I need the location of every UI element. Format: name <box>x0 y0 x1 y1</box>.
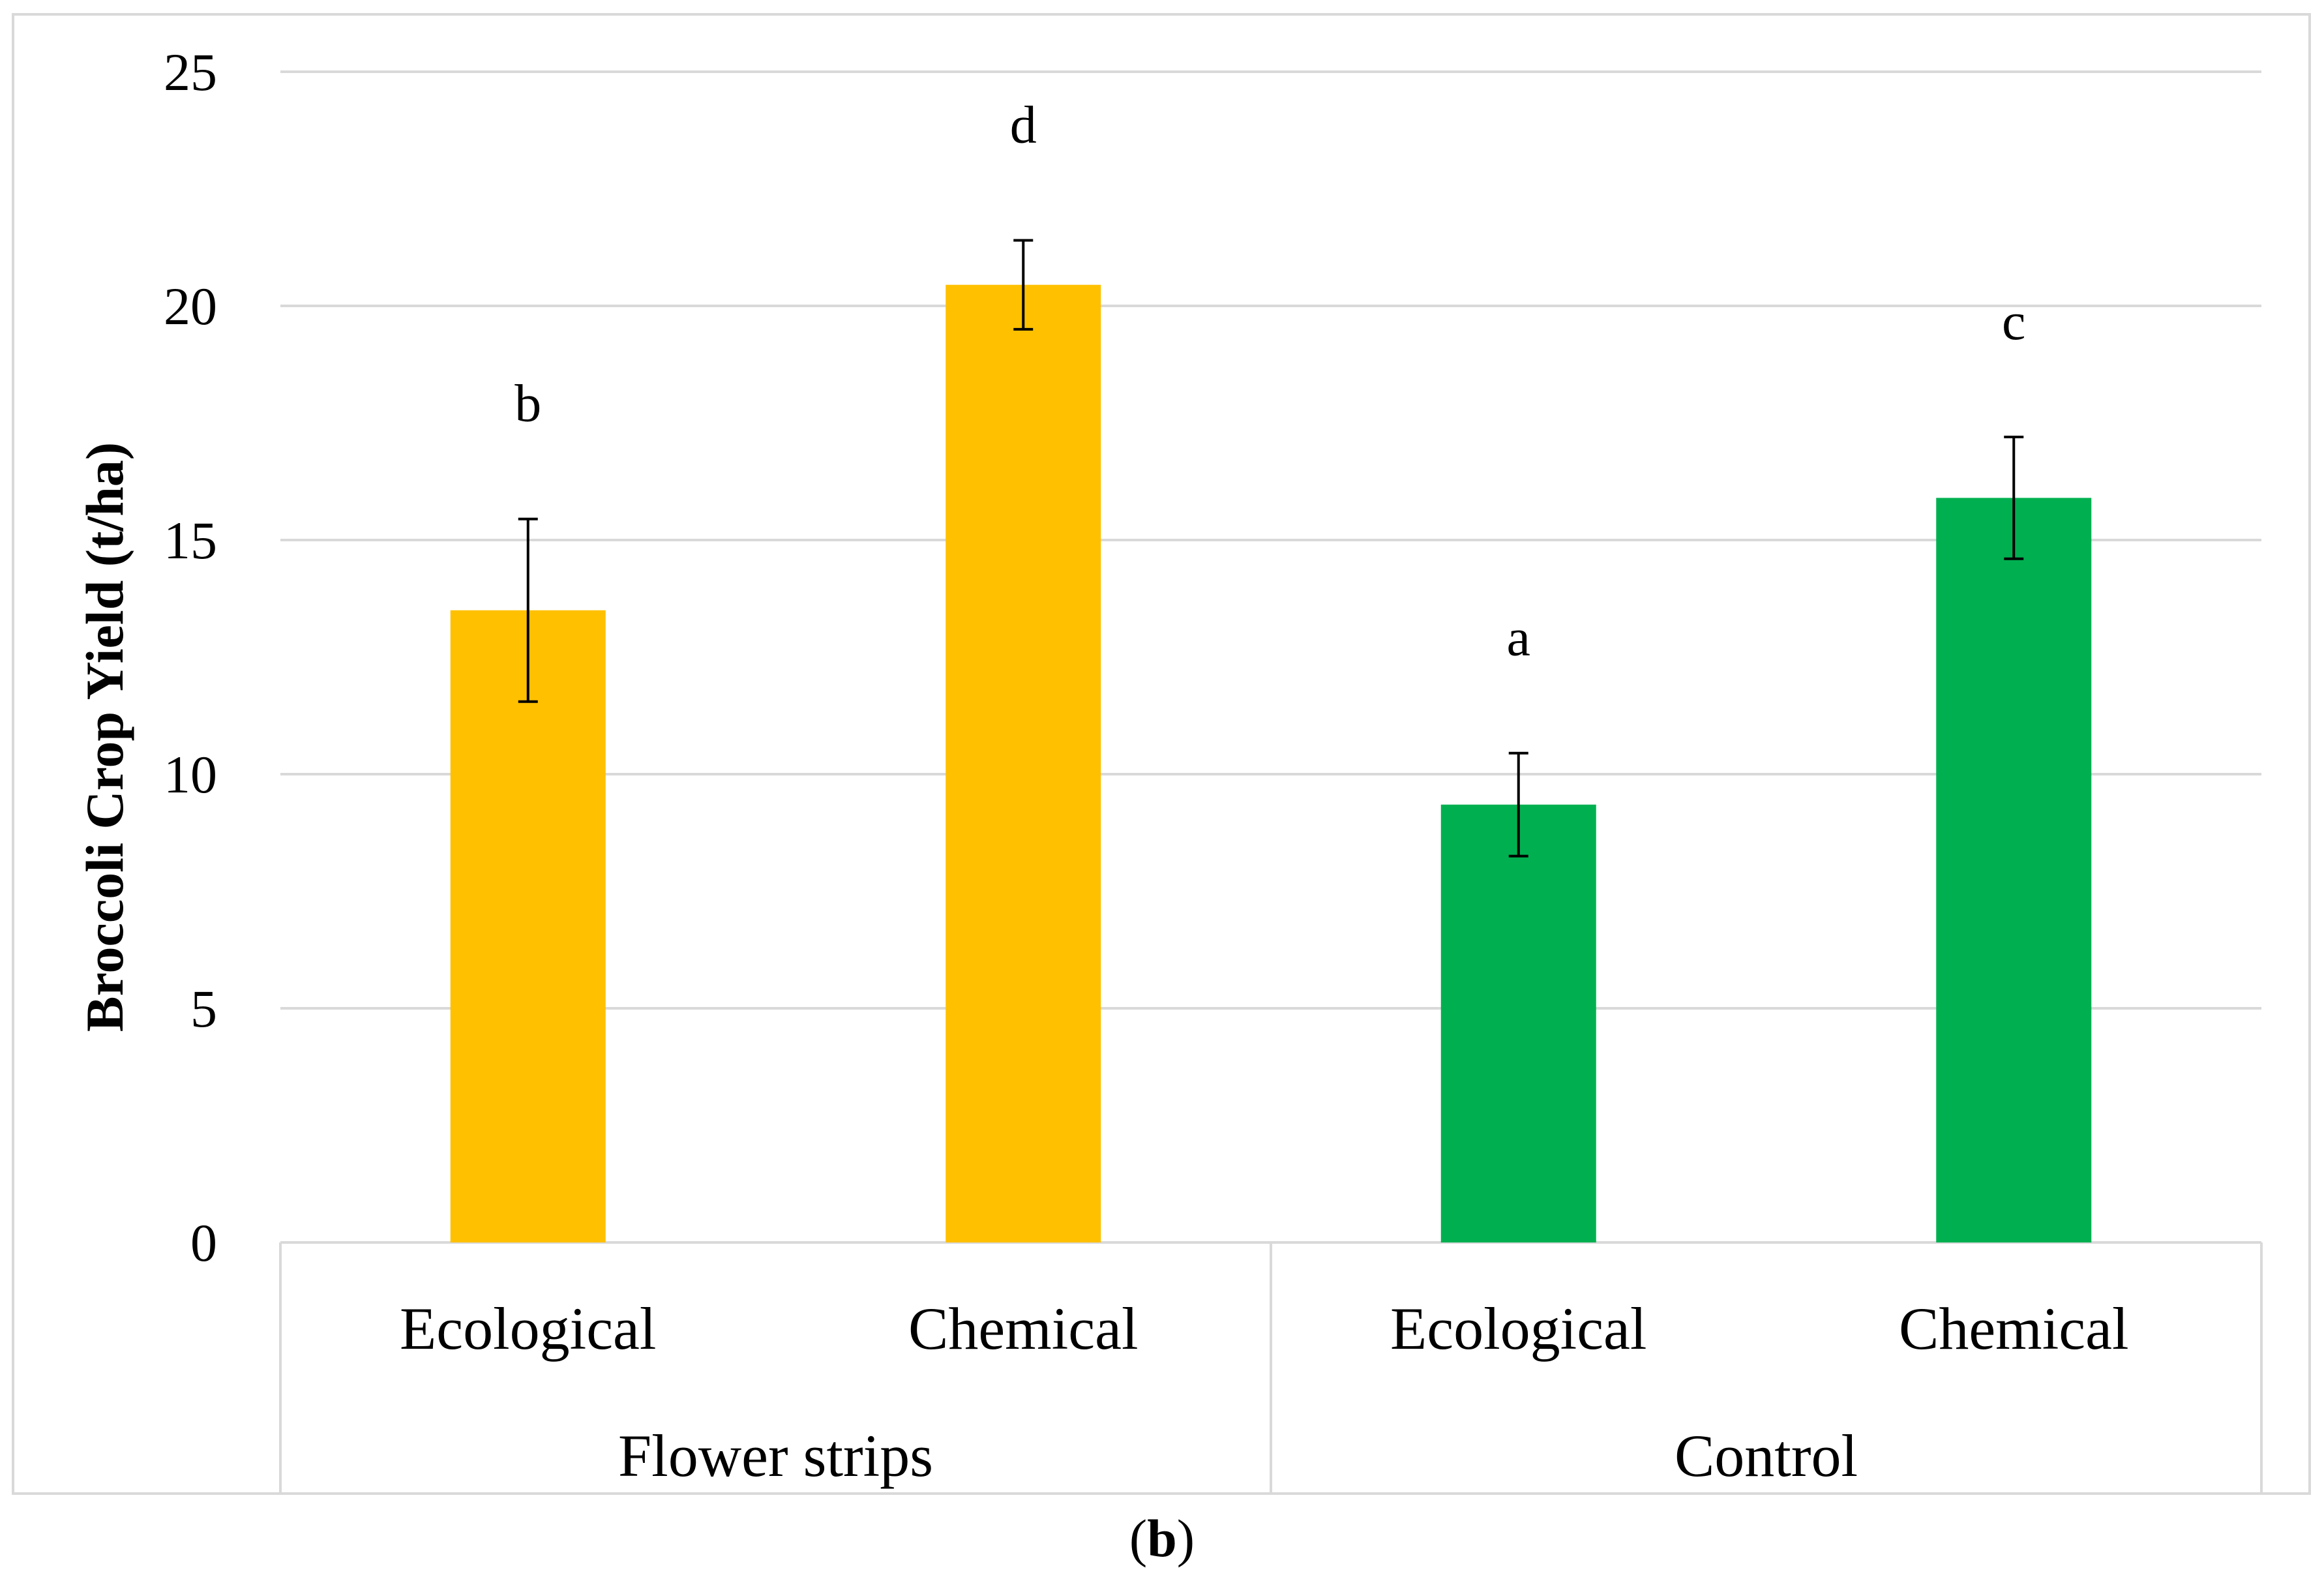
group-label: Flower strips <box>618 1422 933 1489</box>
significance-letter: b <box>514 374 541 433</box>
y-tick-label: 15 <box>164 511 217 570</box>
category-label: Chemical <box>1899 1295 2129 1362</box>
y-tick-label: 5 <box>190 979 217 1038</box>
bar <box>450 610 606 1242</box>
y-tick-label: 10 <box>164 745 217 804</box>
category-label: Ecological <box>400 1295 656 1362</box>
y-tick-label: 0 <box>190 1213 217 1272</box>
significance-letter: a <box>1507 608 1530 667</box>
bar <box>946 284 1101 1243</box>
category-label: Ecological <box>1390 1295 1646 1362</box>
figure-caption: (b) <box>1129 1509 1195 1568</box>
y-tick-label: 20 <box>164 277 217 336</box>
bar <box>1936 498 2092 1242</box>
bar <box>1440 804 1596 1242</box>
significance-letter: d <box>1010 95 1037 154</box>
chart-border <box>12 13 2311 1495</box>
category-label: Chemical <box>908 1295 1139 1362</box>
y-axis-label: Broccoli Crop Yield (t/ha) <box>75 442 134 1032</box>
group-label: Control <box>1675 1422 1858 1489</box>
y-tick-label: 25 <box>164 42 217 102</box>
significance-letter: c <box>2002 292 2025 351</box>
